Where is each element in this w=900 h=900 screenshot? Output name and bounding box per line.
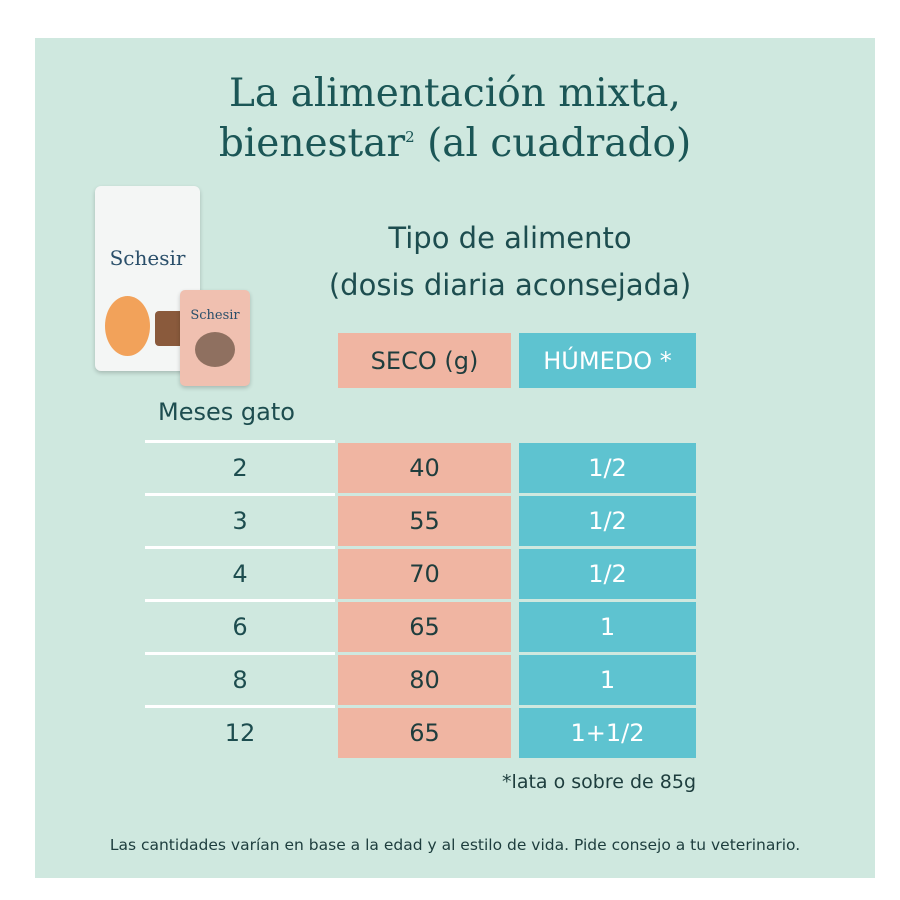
- table-cell: 1: [519, 655, 696, 705]
- superscript: 2: [405, 128, 415, 146]
- footnote: *lata o sobre de 85g: [502, 771, 696, 793]
- table-cell: 1/2: [519, 496, 696, 546]
- table-cell: 12: [145, 705, 335, 758]
- table-cell: 8: [145, 652, 335, 705]
- subtitle: Tipo de alimento: [388, 221, 632, 255]
- table-cell: 80: [338, 655, 511, 705]
- table-cell: 70: [338, 549, 511, 599]
- table-cell: 40: [338, 443, 511, 493]
- subtitle: (dosis diaria aconsejada): [328, 268, 692, 302]
- column-header: SECO (g): [338, 333, 511, 388]
- title-line: bienestar2 (al cuadrado): [35, 121, 875, 166]
- note: Las cantidades varían en base a la edad …: [109, 836, 801, 854]
- table-cell: 65: [338, 602, 511, 652]
- title-text: bienestar: [218, 121, 406, 166]
- table-cell: 55: [338, 496, 511, 546]
- table-cell: 3: [145, 493, 335, 546]
- table-cell: 1+1/2: [519, 708, 696, 758]
- table-cell: 1/2: [519, 549, 696, 599]
- column-header: HÚMEDO *: [519, 333, 696, 388]
- table-cell: 65: [338, 708, 511, 758]
- table-cell: 4: [145, 546, 335, 599]
- food-image: [105, 296, 150, 356]
- table-cell: 2: [145, 440, 335, 493]
- brand: Schesir: [190, 308, 240, 323]
- row-header: Meses gato: [158, 398, 295, 426]
- brand: Schesir: [109, 246, 186, 270]
- table-cell: 1/2: [519, 443, 696, 493]
- cat-image: [195, 332, 235, 367]
- panel: La alimentación mixta, bienestar2 (al cu…: [35, 38, 875, 878]
- title-text: (al cuadrado): [427, 121, 692, 166]
- table-cell: 1: [519, 602, 696, 652]
- product-pouch: Schesir: [180, 290, 250, 386]
- table-cell: 6: [145, 599, 335, 652]
- title-line: La alimentación mixta,: [229, 71, 681, 116]
